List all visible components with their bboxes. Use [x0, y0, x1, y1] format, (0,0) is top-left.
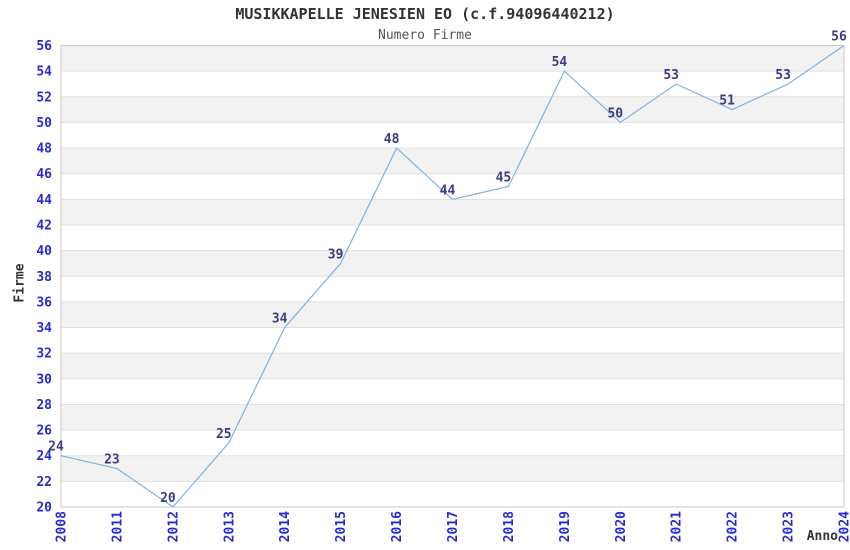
data-point-label: 20: [160, 491, 176, 506]
x-tick-label: 2024: [838, 511, 850, 542]
x-tick-label: 2019: [558, 511, 573, 542]
grid-band: [61, 353, 844, 379]
y-tick-label: 38: [36, 270, 52, 285]
y-tick-label: 28: [36, 398, 52, 413]
grid-band: [61, 45, 844, 72]
grid-band: [61, 148, 844, 174]
x-tick-label: 2023: [782, 511, 797, 542]
line-series: [60, 45, 845, 508]
data-point-label: 44: [440, 183, 456, 198]
grid-band: [61, 199, 844, 225]
x-tick-label: 2008: [55, 511, 70, 542]
x-axis-label: Anno: [806, 529, 838, 544]
x-tick-label: 2012: [166, 511, 181, 542]
grid-band: [61, 404, 844, 431]
data-point-label: 56: [831, 30, 847, 45]
data-point-label: 54: [552, 55, 568, 70]
y-tick-label: 50: [36, 116, 52, 131]
x-tick-label: 2018: [502, 511, 517, 542]
y-tick-label: 22: [36, 475, 52, 490]
data-point-label: 50: [607, 106, 623, 121]
x-tick-label: 2015: [334, 511, 349, 542]
chart-title: MUSIKKAPELLE JENESIEN EO (c.f.9409644021…: [235, 5, 615, 23]
x-tick-label: 2011: [110, 511, 125, 542]
x-tick-label: 2020: [614, 511, 629, 542]
data-point-label: 34: [272, 312, 288, 327]
data-point-label: 53: [775, 68, 791, 83]
x-tick-label: 2014: [278, 511, 293, 542]
y-tick-label: 40: [36, 244, 52, 259]
grid-band: [61, 250, 844, 277]
chart-subtitle: Numero Firme: [378, 28, 472, 43]
data-point-label: 39: [328, 247, 344, 262]
x-tick-label: 2022: [726, 511, 741, 542]
data-point-label: 24: [48, 440, 64, 455]
y-tick-label: 44: [36, 193, 52, 208]
y-tick-label: 32: [36, 347, 52, 362]
grid-band: [61, 455, 844, 482]
y-tick-label: 46: [36, 167, 52, 182]
y-tick-label: 48: [36, 142, 52, 157]
y-tick-label: 42: [36, 219, 52, 234]
y-tick-label: 26: [36, 424, 52, 439]
grid-band: [61, 301, 844, 328]
x-tick-label: 2021: [670, 511, 685, 542]
data-point-label: 53: [663, 68, 679, 83]
x-tick-label: 2016: [390, 511, 405, 542]
data-point-label: 48: [384, 132, 400, 147]
y-tick-label: 30: [36, 372, 52, 387]
plot-border: [60, 45, 845, 508]
data-point-label: 45: [496, 171, 512, 186]
data-point-label: 51: [719, 94, 735, 109]
y-tick-label: 20: [36, 501, 52, 516]
y-tick-label: 52: [36, 90, 52, 105]
y-tick-label: 54: [36, 65, 52, 80]
y-tick-label: 24: [36, 449, 52, 464]
x-tick-label: 2017: [446, 511, 461, 542]
x-tick-label: 2013: [222, 511, 237, 542]
y-tick-label: 36: [36, 295, 52, 310]
data-point-label: 23: [104, 453, 120, 468]
y-tick-label: 34: [36, 321, 52, 336]
data-point-label: 25: [216, 427, 232, 442]
y-tick-label: 56: [36, 39, 52, 54]
